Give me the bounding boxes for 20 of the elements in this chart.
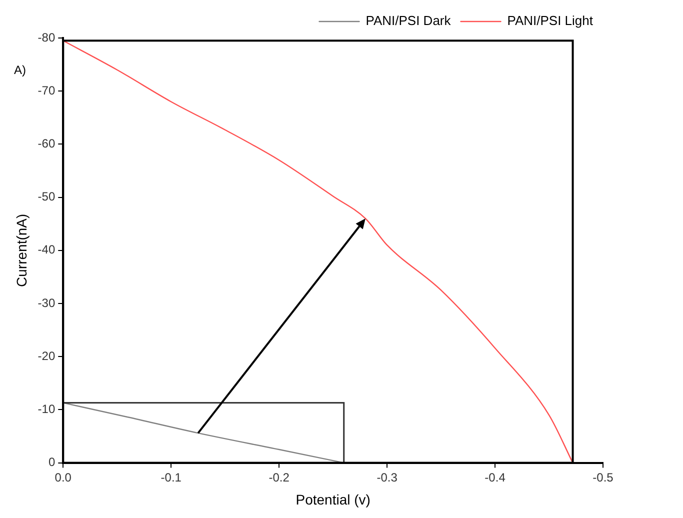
y-tick-label: -80 bbox=[38, 30, 56, 44]
y-axis-title: Current(nA) bbox=[13, 214, 30, 287]
y-tick-label: -20 bbox=[38, 348, 56, 363]
y-tick-label: -70 bbox=[38, 83, 56, 98]
y-tick-label: 0 bbox=[48, 455, 56, 470]
y-tick-label: -30 bbox=[38, 296, 56, 310]
x-tick-label: -0.5 bbox=[592, 470, 614, 484]
y-tick-label: -10 bbox=[38, 402, 56, 416]
legend-label: PANI/PSI Dark bbox=[366, 13, 452, 28]
text: A) bbox=[14, 63, 26, 77]
x-tick-label: 0.0 bbox=[54, 470, 72, 484]
y-tick-label: -50 bbox=[38, 190, 56, 204]
y-tick-label: -40 bbox=[38, 242, 56, 257]
x-tick-label: -0.2 bbox=[268, 470, 290, 484]
y-tick-label: -60 bbox=[38, 136, 56, 151]
x-tick-label: -0.1 bbox=[160, 470, 182, 484]
x-axis-title: Potential (v) bbox=[296, 491, 370, 508]
x-tick-label: -0.4 bbox=[484, 470, 506, 484]
legend-label: PANI/PSI Light bbox=[507, 13, 594, 28]
x-tick-label: -0.3 bbox=[376, 470, 398, 484]
